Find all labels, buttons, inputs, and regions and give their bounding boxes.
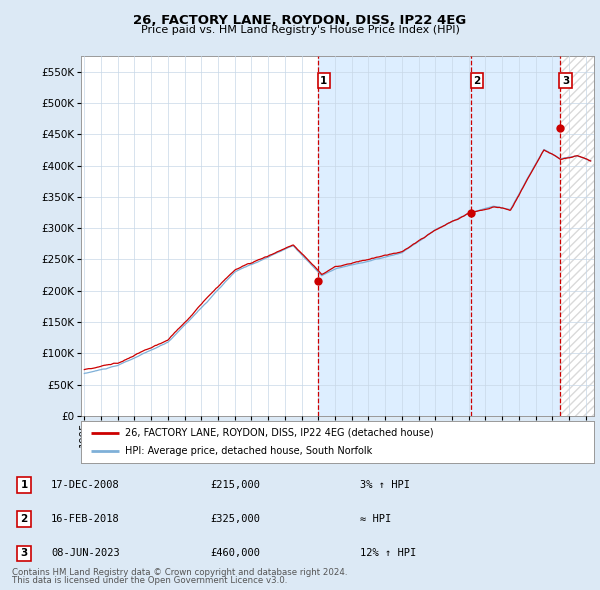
- Text: 3: 3: [20, 549, 28, 558]
- Text: HPI: Average price, detached house, South Norfolk: HPI: Average price, detached house, Sout…: [125, 446, 372, 456]
- Text: 1: 1: [20, 480, 28, 490]
- Text: £215,000: £215,000: [210, 480, 260, 490]
- Text: 2: 2: [20, 514, 28, 524]
- Text: 16-FEB-2018: 16-FEB-2018: [51, 514, 120, 524]
- Text: 1: 1: [320, 76, 328, 86]
- Text: This data is licensed under the Open Government Licence v3.0.: This data is licensed under the Open Gov…: [12, 576, 287, 585]
- Bar: [560, 56, 594, 416]
- Text: 08-JUN-2023: 08-JUN-2023: [51, 549, 120, 558]
- Bar: [560, 56, 594, 416]
- Text: ≈ HPI: ≈ HPI: [360, 514, 391, 524]
- Text: 17-DEC-2008: 17-DEC-2008: [51, 480, 120, 490]
- Text: £460,000: £460,000: [210, 549, 260, 558]
- Text: 26, FACTORY LANE, ROYDON, DISS, IP22 4EG (detached house): 26, FACTORY LANE, ROYDON, DISS, IP22 4EG…: [125, 428, 433, 438]
- Text: Price paid vs. HM Land Registry's House Price Index (HPI): Price paid vs. HM Land Registry's House …: [140, 25, 460, 35]
- Text: 3: 3: [562, 76, 569, 86]
- Text: Contains HM Land Registry data © Crown copyright and database right 2024.: Contains HM Land Registry data © Crown c…: [12, 568, 347, 577]
- Text: 12% ↑ HPI: 12% ↑ HPI: [360, 549, 416, 558]
- Bar: [317, 56, 560, 416]
- Text: £325,000: £325,000: [210, 514, 260, 524]
- Text: 3% ↑ HPI: 3% ↑ HPI: [360, 480, 410, 490]
- Text: 26, FACTORY LANE, ROYDON, DISS, IP22 4EG: 26, FACTORY LANE, ROYDON, DISS, IP22 4EG: [133, 14, 467, 27]
- Text: 2: 2: [473, 76, 481, 86]
